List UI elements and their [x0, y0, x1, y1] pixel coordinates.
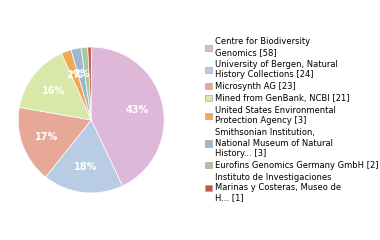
Text: 2%: 2%	[73, 69, 90, 79]
Wedge shape	[88, 47, 91, 120]
Wedge shape	[91, 47, 164, 186]
Wedge shape	[71, 48, 91, 120]
Text: 17%: 17%	[35, 132, 59, 142]
Text: 2%: 2%	[67, 70, 83, 80]
Wedge shape	[46, 120, 122, 193]
Text: 18%: 18%	[74, 162, 97, 172]
Legend: Centre for Biodiversity
Genomics [58], University of Bergen, Natural
History Col: Centre for Biodiversity Genomics [58], U…	[203, 36, 380, 204]
Text: 16%: 16%	[42, 86, 65, 96]
Text: 43%: 43%	[126, 105, 149, 115]
Wedge shape	[81, 47, 91, 120]
Wedge shape	[18, 107, 91, 177]
Wedge shape	[62, 50, 91, 120]
Wedge shape	[19, 53, 91, 120]
